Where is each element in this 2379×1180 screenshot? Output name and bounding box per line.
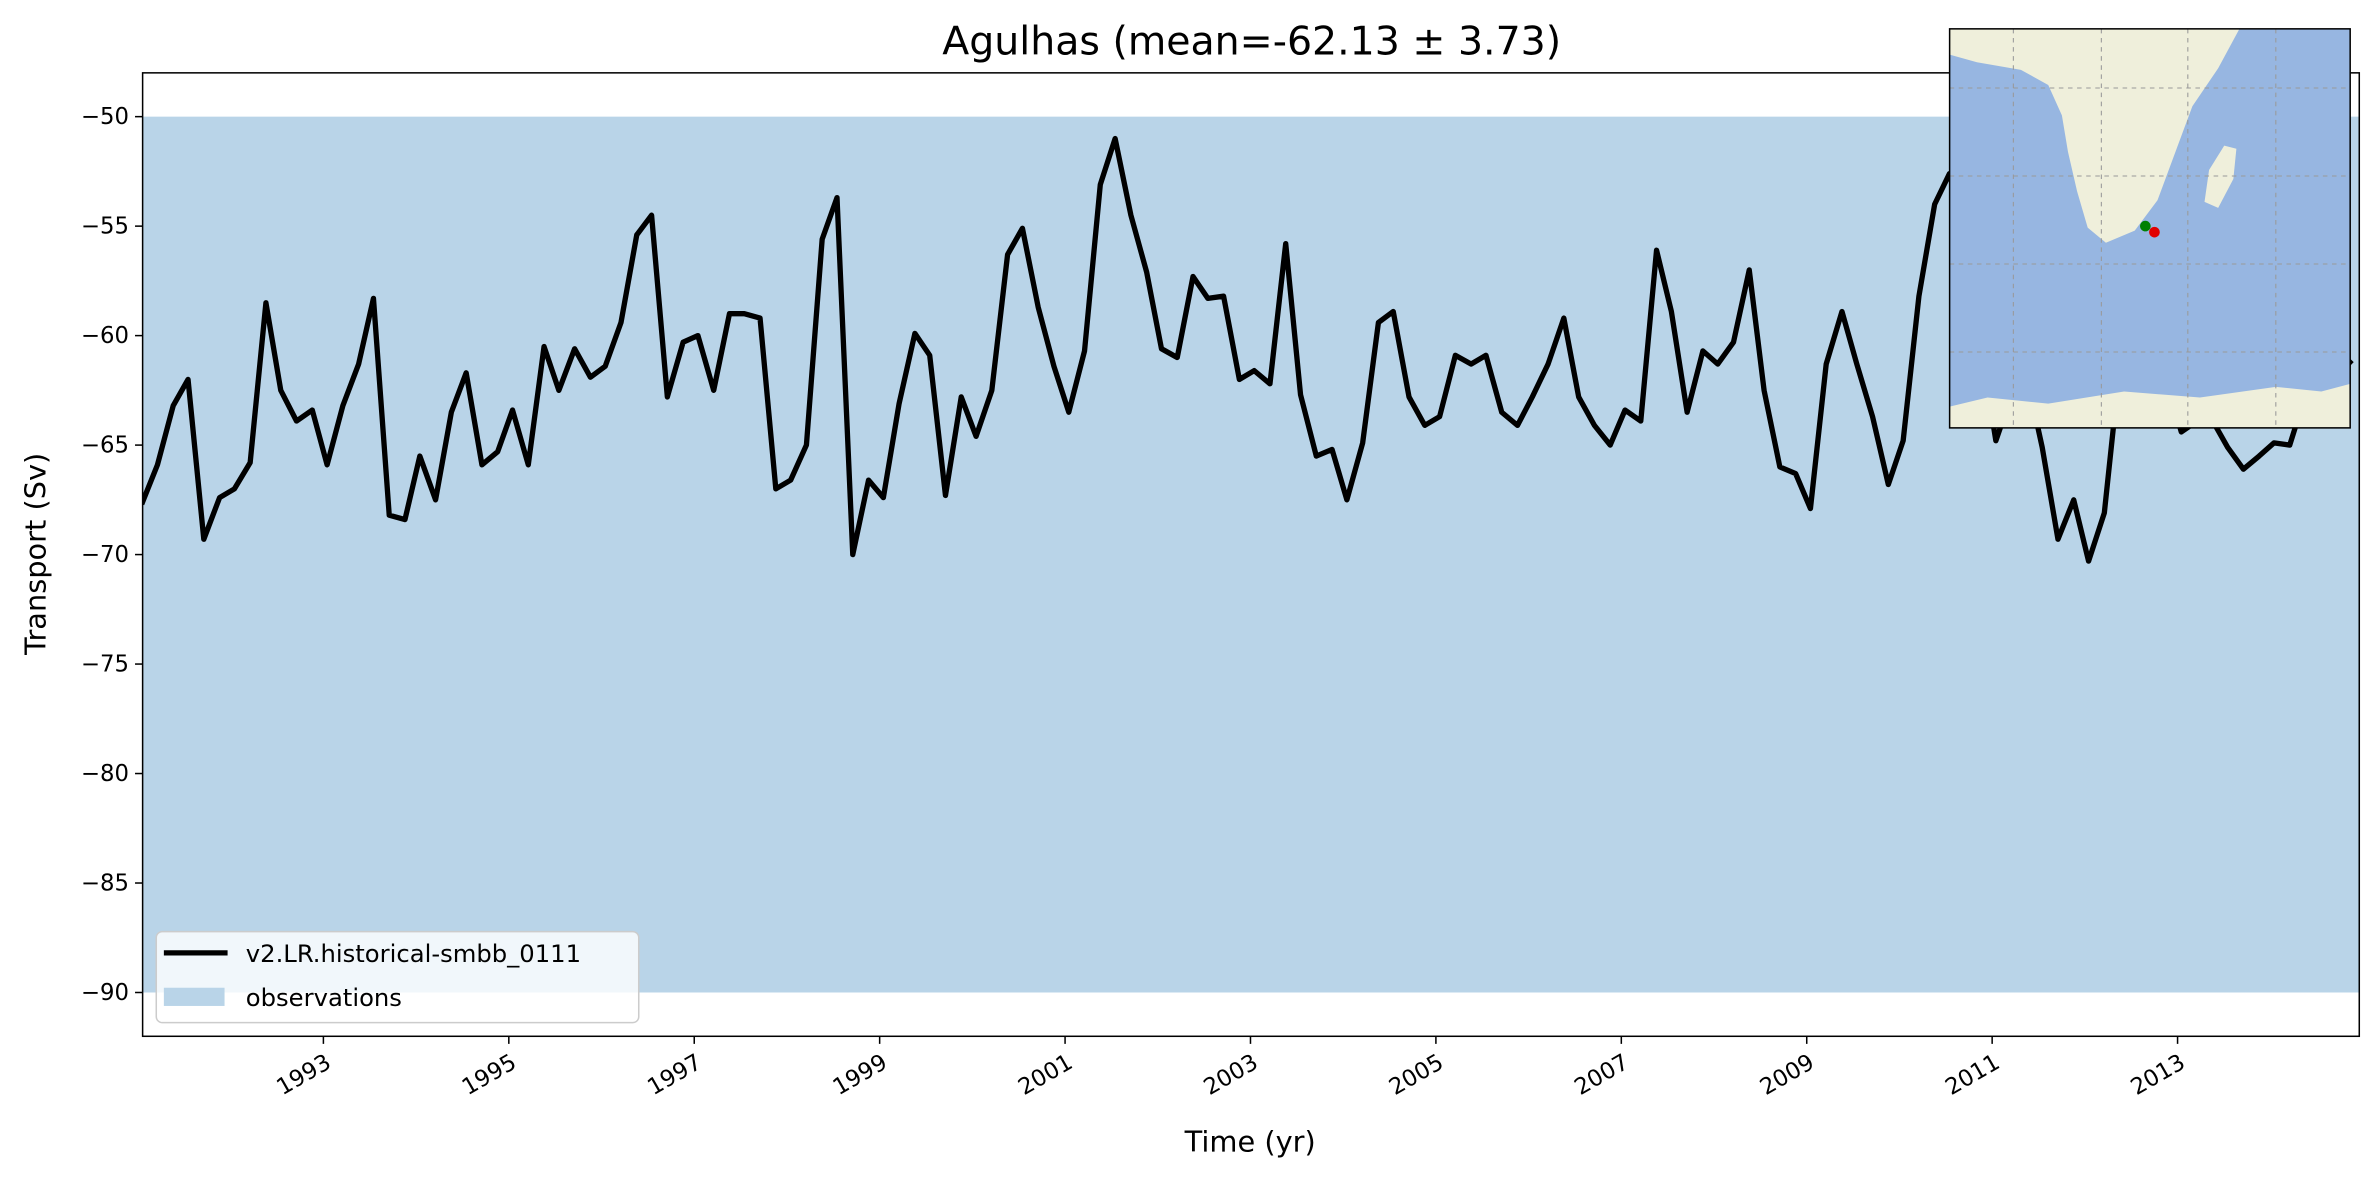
- map-land: [1949, 28, 2240, 243]
- x-tick-label: 2013: [2127, 1049, 2190, 1100]
- y-tick-label: −55: [81, 214, 129, 240]
- legend: v2.LR.historical-smbb_0111 observations: [155, 930, 640, 1024]
- y-tick-label: −50: [81, 104, 129, 130]
- x-tick-label: 1997: [643, 1049, 706, 1100]
- x-tick-label: 2007: [1570, 1049, 1633, 1100]
- x-tick-label: 2005: [1385, 1049, 1448, 1100]
- x-tick-label: 2009: [1756, 1049, 1819, 1100]
- x-tick-label: 1995: [458, 1049, 521, 1100]
- y-tick-label: −90: [81, 980, 129, 1006]
- y-axis-label: Transport (Sv): [19, 453, 53, 656]
- legend-label: v2.LR.historical-smbb_0111: [246, 939, 581, 968]
- map-grid: [1949, 28, 2351, 428]
- map-point: [2140, 220, 2151, 232]
- x-tick-label: 2003: [1199, 1049, 1262, 1100]
- y-tick-label: −75: [81, 652, 129, 678]
- map-frame: [1948, 28, 2351, 429]
- y-tick-label: −60: [81, 323, 129, 349]
- x-axis-label: Time (yr): [1184, 1125, 1316, 1159]
- x-tick-label: 1999: [829, 1049, 892, 1100]
- x-tick-label: 2001: [1014, 1049, 1077, 1100]
- y-tick-label: −65: [81, 433, 129, 459]
- y-tick-label: −70: [81, 542, 129, 568]
- x-tick-label: 2011: [1941, 1049, 2004, 1100]
- chart-title: Agulhas (mean=-62.13 ± 3.73): [942, 19, 1561, 65]
- legend-box: [155, 930, 640, 1024]
- y-tick-label: −80: [81, 761, 129, 787]
- legend-patch: [163, 987, 225, 1006]
- map-point: [2149, 226, 2160, 238]
- y-tick-label: −85: [81, 871, 129, 897]
- inset-map: [1948, 28, 2351, 429]
- x-tick-label: 1993: [272, 1049, 335, 1100]
- legend-label: observations: [246, 983, 402, 1012]
- map-land: [1949, 383, 2351, 428]
- map-land: [2204, 145, 2237, 208]
